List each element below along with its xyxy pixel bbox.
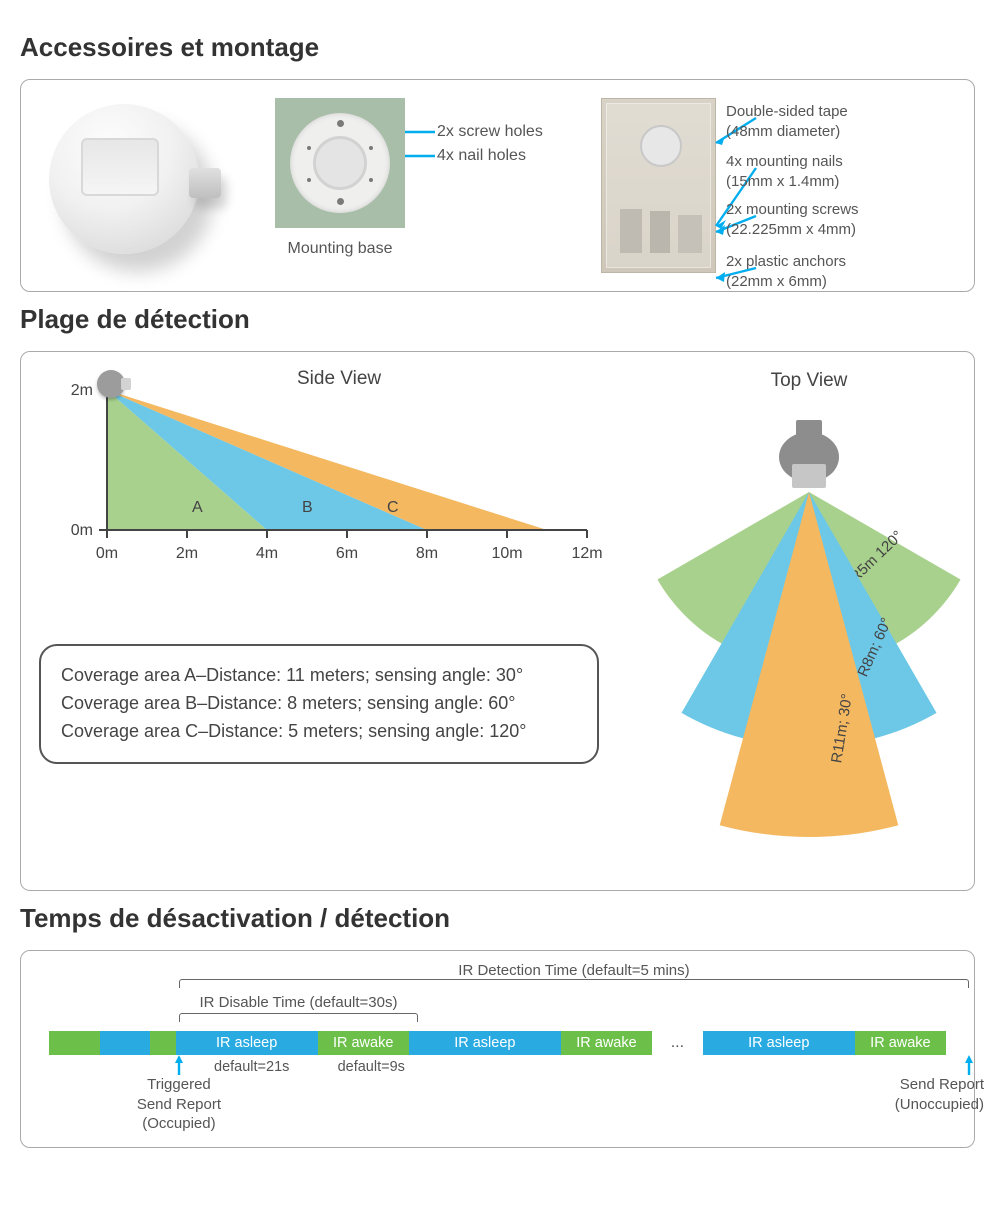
timeline-sublabel: default=21s: [179, 1059, 325, 1075]
timeline-segment: IR asleep: [176, 1031, 318, 1055]
timeline-segment: ...: [652, 1031, 703, 1055]
label-nails: 4x mounting nails (15mm x 1.4mm): [726, 152, 843, 191]
timeline-segment: IR awake: [561, 1031, 652, 1055]
svg-text:0m: 0m: [71, 522, 93, 539]
heading-timing: Temps de désactivation / détection: [20, 903, 975, 934]
svg-text:0m: 0m: [96, 545, 118, 562]
accessories-box: Mounting base 2x screw holes 4x nail hol…: [20, 79, 975, 292]
svg-text:B: B: [302, 499, 313, 516]
coverage-line-a: Coverage area A–Distance: 11 meters; sen…: [61, 662, 577, 690]
timeline-segment: IR asleep: [409, 1031, 561, 1055]
label-triggered: Triggered Send Report (Occupied): [124, 1075, 234, 1134]
timeline-segment: [49, 1031, 100, 1055]
heading-accessories: Accessoires et montage: [20, 32, 975, 63]
side-view-chart: Side View 0m 2m 4m 6m 8m 10m 12m 0m 2m A B C Covera…: [39, 370, 599, 764]
kit-photo: [601, 98, 716, 273]
timeline-segment: [150, 1031, 175, 1055]
mounting-base-block: Mounting base 2x screw holes 4x nail hol…: [275, 98, 405, 258]
top-view-chart: Top View R5m 120°R8m; 60°R11m; 30°: [629, 370, 989, 872]
label-screw-holes: 2x screw holes: [437, 123, 543, 141]
svg-text:6m: 6m: [336, 545, 358, 562]
coverage-box: Coverage area A–Distance: 11 meters; sen…: [39, 644, 599, 764]
mounting-base-photo: [275, 98, 405, 228]
timeline-segment: IR asleep: [703, 1031, 855, 1055]
svg-text:C: C: [387, 499, 399, 516]
label-anchors: 2x plastic anchors (22mm x 6mm): [726, 252, 846, 291]
svg-text:4m: 4m: [256, 545, 278, 562]
svg-text:8m: 8m: [416, 545, 438, 562]
label-ir-detection: IR Detection Time (default=5 mins): [179, 961, 969, 981]
svg-text:10m: 10m: [491, 545, 522, 562]
heading-range: Plage de détection: [20, 304, 975, 335]
timeline-segment: [100, 1031, 151, 1055]
mounting-base-caption: Mounting base: [288, 240, 393, 258]
kit-block: Double-sided tape (48mm diameter) 4x mou…: [601, 98, 956, 273]
sensor-photo: [39, 98, 229, 268]
svg-text:12m: 12m: [571, 545, 602, 562]
range-box: Side View 0m 2m 4m 6m 8m 10m 12m 0m 2m A B C Covera…: [20, 351, 975, 891]
side-view-title: Side View: [297, 368, 381, 390]
mounting-base-arrows: 2x screw holes 4x nail holes: [405, 106, 605, 226]
timing-diagram: IR asleepIR awakeIR asleepIR awake...IR …: [39, 969, 956, 1129]
coverage-line-c: Coverage area C–Distance: 5 meters; sens…: [61, 718, 577, 746]
coverage-line-b: Coverage area B–Distance: 8 meters; sens…: [61, 690, 577, 718]
label-ir-disable: IR Disable Time (default=30s): [179, 993, 418, 1013]
label-screws: 2x mounting screws (22.225mm x 4mm): [726, 200, 859, 239]
timeline-segment: IR awake: [318, 1031, 409, 1055]
label-send-report-end: Send Report (Unoccupied): [874, 1075, 984, 1114]
timeline-sublabel: default=9s: [324, 1059, 418, 1075]
timeline-segment: IR awake: [855, 1031, 946, 1055]
top-view-title: Top View: [771, 370, 848, 392]
label-nail-holes: 4x nail holes: [437, 147, 526, 165]
label-tape: Double-sided tape (48mm diameter): [726, 102, 848, 141]
svg-text:2m: 2m: [71, 382, 93, 399]
top-view-sensor-icon: [774, 420, 844, 492]
timing-box: IR asleepIR awakeIR asleepIR awake...IR …: [20, 950, 975, 1148]
svg-text:A: A: [192, 499, 203, 516]
svg-text:2m: 2m: [176, 545, 198, 562]
